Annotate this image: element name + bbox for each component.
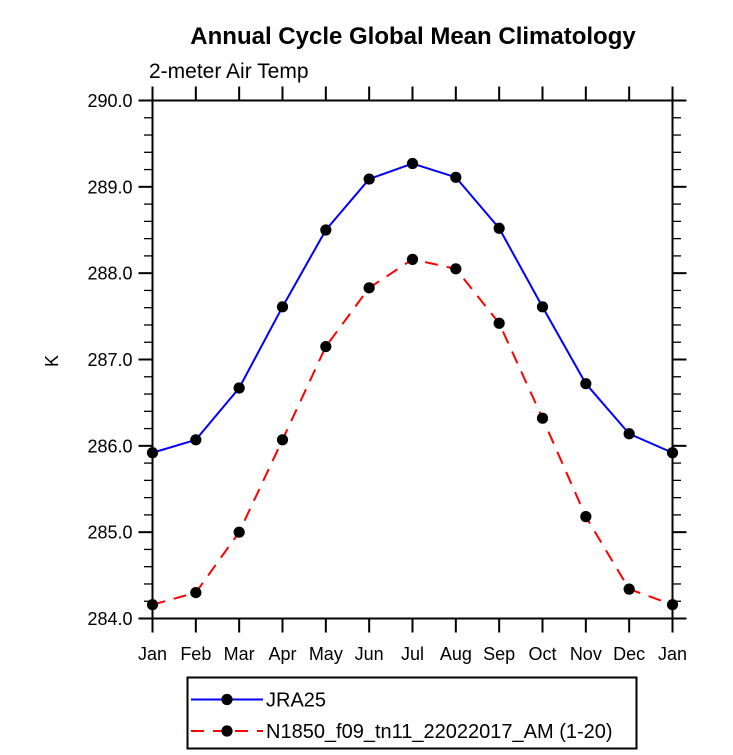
data-point-series1 <box>320 340 332 353</box>
x-tick-label: Mar <box>224 644 255 664</box>
x-tick-label: Jun <box>355 644 384 664</box>
y-tick-label: 288.0 <box>87 264 132 284</box>
data-point-series1 <box>363 282 375 294</box>
y-tick-label: 290.0 <box>87 91 132 111</box>
plot-frame <box>151 99 674 620</box>
data-point-series0 <box>666 447 679 459</box>
legend-marker-dot-icon <box>221 725 233 737</box>
legend-label-n1850: N1850_f09_tn11_22022017_AM (1-20) <box>266 721 613 743</box>
data-point-series1 <box>493 317 505 329</box>
data-point-series1 <box>406 253 419 265</box>
data-point-series0 <box>536 301 549 313</box>
legend-marker-dot-icon <box>221 693 233 706</box>
x-tick-label: Jul <box>401 644 424 664</box>
x-tick-label: Jan <box>138 644 167 664</box>
y-axis-label: K <box>42 355 62 367</box>
data-point-series1 <box>450 263 462 275</box>
data-point-series1 <box>146 599 159 611</box>
x-tick-label: Apr <box>268 644 296 664</box>
data-point-series1 <box>666 599 679 611</box>
data-point-series1 <box>233 526 245 538</box>
x-tick-label: Dec <box>613 644 645 664</box>
data-point-series0 <box>320 224 332 236</box>
plot-area: Jan Feb Mar Apr May Jun Jul Aug Sep Oct Nov Dec Jan 2… <box>87 86 687 664</box>
x-tick-label: Feb <box>180 644 211 664</box>
legend-box <box>186 676 638 750</box>
x-tick-label: Nov <box>570 644 602 664</box>
series-line-1 <box>152 258 673 606</box>
x-tick-label: Aug <box>440 644 472 664</box>
series-line-0 <box>152 162 673 454</box>
data-point-series1 <box>536 412 549 424</box>
y-tick-label: 285.0 <box>87 523 132 543</box>
x-tick-label: Sep <box>483 644 515 664</box>
data-point-series0 <box>406 157 419 170</box>
data-point-series0 <box>623 428 635 440</box>
legend-label-jra25: JRA25 <box>266 690 326 712</box>
legend-item-n1850: N1850_f09_tn11_22022017_AM (1-20) <box>191 721 613 743</box>
data-point-series0 <box>190 434 202 446</box>
data-point-series0 <box>493 222 505 234</box>
data-point-series0 <box>580 378 592 390</box>
data-point-series0 <box>363 173 375 185</box>
chart-title: Annual Cycle Global Mean Climatology <box>190 23 636 50</box>
y-tick-label: 289.0 <box>87 177 132 197</box>
data-point-series0 <box>450 171 462 183</box>
data-point-series1 <box>190 587 202 599</box>
x-tick-label: May <box>309 644 343 664</box>
chart-subtitle: 2-meter Air Temp <box>149 60 309 83</box>
data-point-series1 <box>580 511 592 523</box>
legend: JRA25 N1850_f09_tn11_22022017_AM (1-20) <box>186 676 638 750</box>
data-point-series0 <box>146 447 159 459</box>
x-tick-label: Oct <box>528 644 556 664</box>
x-tick-label: Jan <box>658 644 687 664</box>
y-tick-label: 287.0 <box>87 350 132 370</box>
y-tick-label: 286.0 <box>87 436 132 456</box>
data-point-series1 <box>623 583 635 595</box>
y-tick-label: 284.0 <box>87 609 132 629</box>
legend-item-jra25: JRA25 <box>191 690 326 712</box>
data-point-series0 <box>276 301 289 313</box>
data-point-series0 <box>233 382 245 394</box>
data-point-series1 <box>276 434 289 446</box>
